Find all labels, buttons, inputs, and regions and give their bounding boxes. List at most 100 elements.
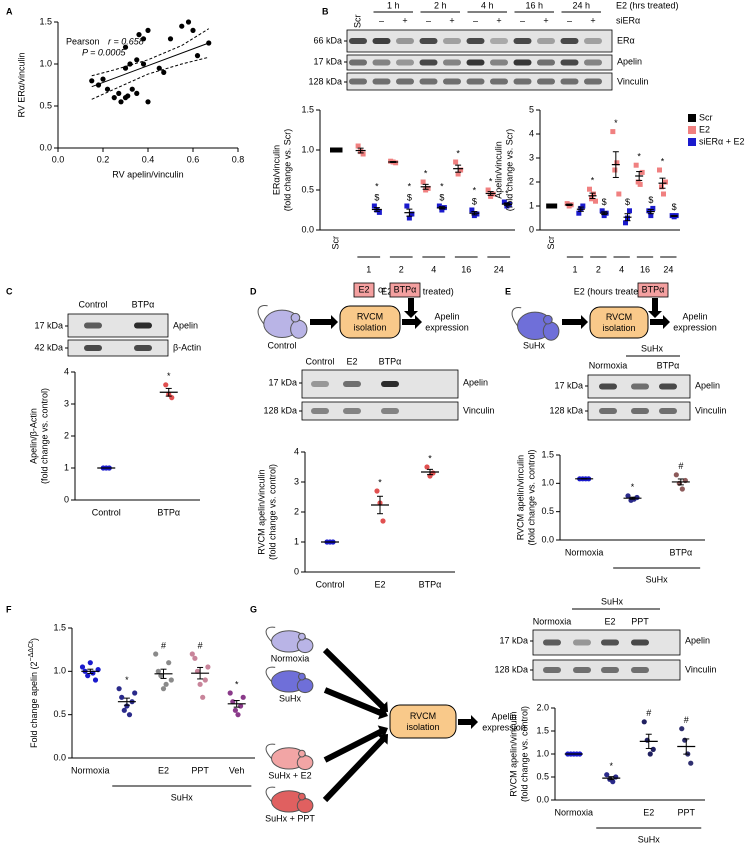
x-tick-label: 2 bbox=[596, 264, 601, 274]
y-tick-label: 0.5 bbox=[53, 709, 66, 719]
significance-marker: * bbox=[609, 761, 613, 771]
y-tick-label: 0.5 bbox=[536, 771, 549, 781]
blot-band bbox=[349, 59, 367, 66]
blot-band bbox=[573, 639, 591, 646]
mouse-ear bbox=[298, 632, 306, 641]
blot-band bbox=[490, 59, 508, 66]
data-point bbox=[371, 203, 377, 209]
x-tick-label: 16 bbox=[640, 264, 650, 274]
data-point bbox=[156, 65, 162, 71]
arrow bbox=[322, 734, 388, 803]
data-point bbox=[240, 694, 246, 700]
significance-marker: * bbox=[631, 482, 635, 492]
blot-band bbox=[396, 78, 414, 85]
treatment-text: or bbox=[378, 284, 386, 294]
data-point bbox=[227, 690, 233, 696]
data-point bbox=[360, 151, 366, 157]
x-tick-label: 24 bbox=[663, 264, 673, 274]
y-tick-label: 0 bbox=[294, 566, 299, 576]
treatment-box bbox=[389, 282, 421, 298]
sign-label: – bbox=[520, 15, 525, 25]
significance-marker: $ bbox=[648, 195, 653, 205]
significance-marker: * bbox=[637, 152, 641, 162]
legend-swatch bbox=[688, 114, 696, 122]
arrow bbox=[323, 687, 388, 720]
significance-marker: * bbox=[424, 168, 428, 178]
significance-marker: * bbox=[505, 188, 509, 198]
y-tick-label: 0.5 bbox=[541, 506, 554, 516]
significance-marker: # bbox=[198, 640, 203, 650]
y-axis-label: RVCM apelin/vinculin(fold change vs. con… bbox=[509, 706, 530, 802]
data-point bbox=[647, 751, 653, 757]
blot-band bbox=[513, 59, 532, 66]
data-point bbox=[235, 712, 241, 718]
data-point bbox=[140, 36, 147, 42]
data-point bbox=[160, 686, 167, 692]
panel-letter: A bbox=[6, 6, 13, 16]
data-point bbox=[663, 179, 668, 185]
significance-marker: * bbox=[428, 453, 432, 463]
mouse-tail bbox=[265, 666, 276, 684]
data-point bbox=[673, 472, 679, 478]
blot-band bbox=[443, 78, 461, 85]
x-tick-label: Scr bbox=[546, 236, 556, 250]
arrow bbox=[404, 298, 418, 318]
y-axis-label: RVCM apelin/vinculin(fold change vs. con… bbox=[516, 449, 537, 545]
data-point bbox=[92, 677, 99, 683]
y-tick-label: 1 bbox=[529, 200, 534, 210]
data-point bbox=[205, 664, 211, 670]
significance-marker: * bbox=[375, 181, 379, 191]
data-point bbox=[111, 95, 117, 101]
ci-line bbox=[91, 56, 209, 100]
data-point bbox=[155, 668, 161, 674]
sign-label: + bbox=[402, 15, 407, 25]
y-tick-label: 1.5 bbox=[541, 449, 554, 459]
data-point bbox=[89, 78, 95, 84]
data-point bbox=[134, 90, 140, 96]
mouse-ear bbox=[298, 792, 306, 801]
data-point bbox=[587, 186, 592, 192]
y-axis-label: Apelin/β-Actin(fold change vs. control) bbox=[29, 388, 50, 484]
y-axis-label-line: (fold change vs. control) bbox=[520, 706, 530, 802]
data-point bbox=[140, 61, 147, 67]
blot-band bbox=[134, 345, 152, 351]
protein-label: β-Actin bbox=[173, 342, 201, 352]
y-tick-label: 4 bbox=[529, 128, 534, 138]
data-point bbox=[125, 93, 131, 99]
lane-label: Control bbox=[78, 299, 107, 309]
time-label: 24 h bbox=[572, 0, 590, 10]
y-tick-label: 3 bbox=[64, 398, 69, 408]
x-tick-label: 0.4 bbox=[142, 154, 155, 164]
blot-strip bbox=[301, 369, 459, 399]
data-point bbox=[87, 660, 93, 666]
process-text: RVCM bbox=[410, 711, 436, 721]
x-tick-label: Control bbox=[92, 507, 121, 517]
x-tick-label: BTPα bbox=[419, 579, 442, 589]
arrow-group bbox=[322, 647, 389, 713]
annotation: P = 0.0005 bbox=[82, 47, 126, 57]
lane-label: BTPα bbox=[657, 360, 680, 370]
y-tick-label: 3 bbox=[294, 476, 299, 486]
blot-band bbox=[84, 322, 102, 329]
data-point bbox=[455, 171, 461, 177]
y-tick-label: 1.0 bbox=[39, 58, 52, 68]
y-tick-label: 0.0 bbox=[541, 534, 554, 544]
arrow-group bbox=[323, 687, 388, 720]
mouse-label: Normoxia bbox=[271, 653, 310, 663]
x-tick-label: 24 bbox=[494, 264, 504, 274]
data-point bbox=[122, 65, 129, 71]
blot-band bbox=[599, 408, 617, 414]
data-point bbox=[189, 651, 195, 657]
x-axis-label: RV apelin/vinculin bbox=[112, 169, 183, 179]
kda-label: 66 kDa bbox=[313, 35, 342, 45]
blot-band bbox=[631, 667, 649, 673]
blot-band bbox=[396, 38, 414, 44]
significance-marker: * bbox=[661, 156, 665, 166]
data-point bbox=[616, 191, 622, 197]
significance-marker: $ bbox=[602, 197, 607, 207]
blot-band bbox=[599, 383, 617, 390]
blot-band bbox=[659, 408, 677, 414]
blot-band bbox=[601, 639, 619, 646]
mouse-tail bbox=[265, 786, 276, 804]
y-tick-label: 1.5 bbox=[536, 725, 549, 735]
